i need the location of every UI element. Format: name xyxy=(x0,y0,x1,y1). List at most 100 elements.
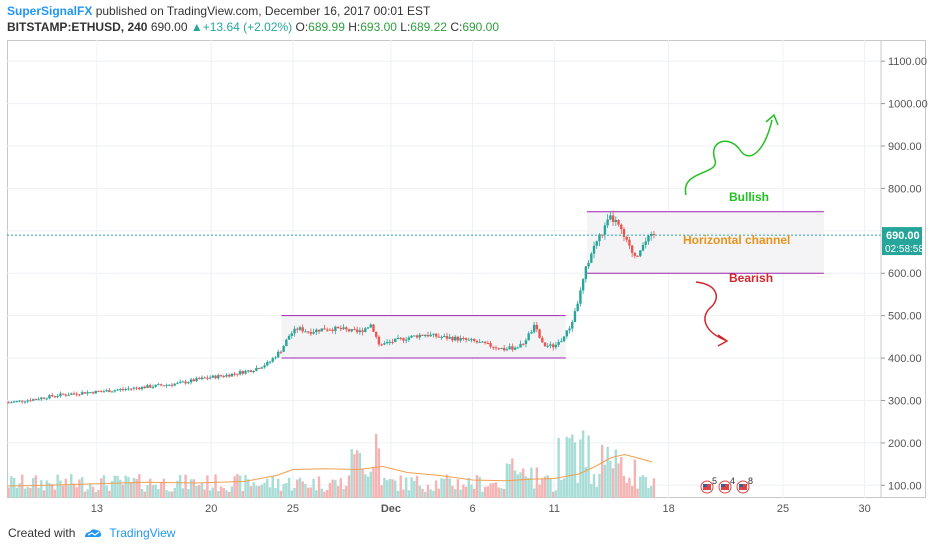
volume-bar xyxy=(560,479,563,498)
volume-bar xyxy=(53,489,57,498)
candle-body xyxy=(192,379,195,382)
volume-bar xyxy=(541,478,544,498)
candle-body xyxy=(647,235,650,242)
volume-bar xyxy=(644,477,647,498)
volume-bar xyxy=(611,468,615,498)
candle-body xyxy=(48,395,51,399)
candle-body xyxy=(628,239,631,246)
bullish-arrowhead-icon xyxy=(765,113,779,126)
volume-bar xyxy=(522,468,525,498)
candle-body xyxy=(355,329,359,333)
candle-body xyxy=(470,339,473,341)
volume-bar xyxy=(546,475,549,498)
candle-body xyxy=(652,233,656,235)
volume-bar xyxy=(200,482,204,498)
volume-bar xyxy=(478,477,481,498)
bearish-arrowhead-icon xyxy=(717,334,729,347)
volume-bar xyxy=(80,477,84,498)
candle-body xyxy=(609,215,612,220)
volume-bar xyxy=(50,484,54,498)
x-axis: 13 20 25 Dec 6 11 18 25 30 xyxy=(91,503,871,515)
candle-body xyxy=(551,344,555,348)
volume-bar xyxy=(315,490,318,498)
candle-body xyxy=(97,390,100,392)
candle-body xyxy=(140,386,144,390)
volume-bar xyxy=(233,476,236,498)
candle-body xyxy=(266,362,269,366)
candle-body xyxy=(203,377,206,379)
footer: Created with TradingView xyxy=(8,526,175,540)
candle-body xyxy=(473,339,476,341)
volume-bar xyxy=(7,487,10,498)
volume-bar xyxy=(410,477,413,498)
y-tick-label: 800.00 xyxy=(888,183,922,195)
volume-bar xyxy=(70,474,73,498)
candle-body xyxy=(189,379,193,383)
close-value: 690.00 xyxy=(462,20,500,34)
volume-bar xyxy=(413,480,416,498)
y-tick-label: 200.00 xyxy=(888,438,922,450)
volume-bar xyxy=(429,489,432,498)
candle-body xyxy=(116,389,119,391)
open-value: 689.99 xyxy=(308,20,345,34)
candle-body xyxy=(595,241,598,246)
bullish-arrow-path xyxy=(684,119,773,196)
candle-body xyxy=(127,388,130,390)
candle-body xyxy=(505,349,509,351)
candle-body xyxy=(293,328,296,334)
candle-body xyxy=(489,343,492,347)
candle-body xyxy=(364,328,367,332)
y-tick-label: 1100.00 xyxy=(888,56,927,68)
volume-bar xyxy=(331,479,334,498)
volume-bar xyxy=(184,474,187,498)
low-value: 689.22 xyxy=(410,20,447,34)
candle-body xyxy=(407,337,411,340)
candle-body xyxy=(543,342,547,347)
volume-bar xyxy=(91,486,95,498)
candle-body xyxy=(508,346,511,350)
candle-body xyxy=(557,341,560,345)
volume-bar xyxy=(304,483,307,498)
volume-bar xyxy=(350,449,353,498)
candle-body xyxy=(157,384,160,386)
candle-body xyxy=(445,335,449,339)
volume-bar xyxy=(10,476,13,498)
candle-body xyxy=(492,346,495,348)
volume-bar xyxy=(238,475,242,498)
candle-body xyxy=(219,375,223,377)
volume-bar xyxy=(445,474,449,498)
candle-body xyxy=(565,330,568,337)
candle-body xyxy=(535,324,539,330)
candle-body xyxy=(296,328,299,330)
author-name[interactable]: SuperSignalFX xyxy=(7,4,93,18)
volume-bar xyxy=(486,486,490,498)
volume-bar xyxy=(42,490,46,498)
candle-body xyxy=(380,344,383,346)
x-tick-label: 25 xyxy=(777,503,789,515)
candle-body xyxy=(238,371,242,375)
channel-fill xyxy=(281,315,566,359)
candle-body xyxy=(247,370,250,372)
candle-body xyxy=(40,397,43,400)
candle-body xyxy=(434,333,438,337)
volume-bar xyxy=(15,487,19,498)
volume-ma-line xyxy=(6,453,653,487)
candle-body xyxy=(271,358,274,362)
candle-body xyxy=(135,387,138,389)
volume-bar xyxy=(647,487,650,498)
volume-bar xyxy=(481,491,484,498)
volume-bar xyxy=(181,488,185,498)
volume-bar xyxy=(508,464,511,498)
volume-bar xyxy=(598,473,601,498)
volume-bar xyxy=(617,463,620,498)
candle-body xyxy=(486,343,490,345)
volume-bar xyxy=(377,448,381,498)
tradingview-brand[interactable]: TradingView xyxy=(109,526,176,540)
candle-body xyxy=(603,225,607,235)
x-tick-label: 30 xyxy=(859,503,871,515)
volume-bar xyxy=(94,491,97,498)
candle-body xyxy=(625,236,628,240)
volume-bar xyxy=(154,484,157,498)
y-tick-label: 1000.00 xyxy=(888,99,928,111)
